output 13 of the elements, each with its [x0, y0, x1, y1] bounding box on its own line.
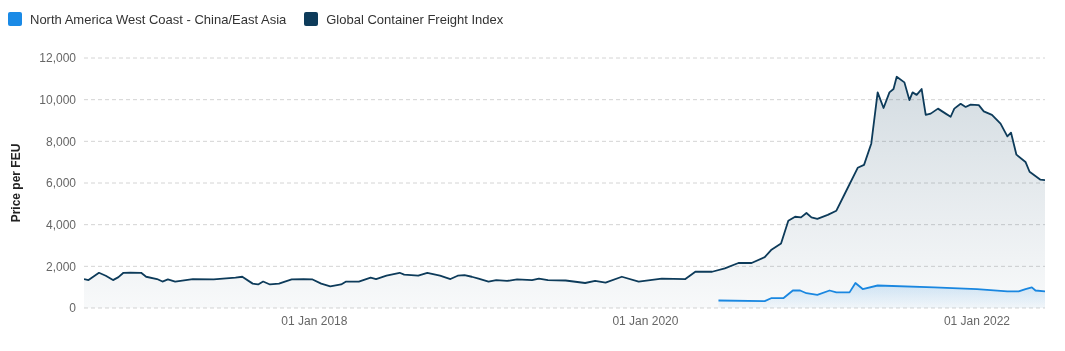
y-tick-label: 0 — [69, 301, 77, 316]
legend-label: Global Container Freight Index — [326, 11, 504, 27]
y-tick-label: 12,000 — [39, 51, 77, 66]
x-tick-label: 01 Jan 2018 — [281, 313, 348, 328]
x-tick-label: 01 Jan 2022 — [943, 313, 1011, 328]
y-tick-label: 8,000 — [45, 134, 77, 149]
x-tick-label: 01 Jan 2020 — [612, 313, 679, 328]
y-tick-label: 10,000 — [39, 92, 77, 107]
y-tick-label: 6,000 — [45, 176, 77, 191]
y-axis-title: Price per FEU — [9, 143, 24, 223]
y-tick-label: 2,000 — [45, 259, 77, 274]
y-tick-label: 4,000 — [45, 217, 77, 232]
legend-label: North America West Coast - China/East Asia — [30, 11, 287, 27]
